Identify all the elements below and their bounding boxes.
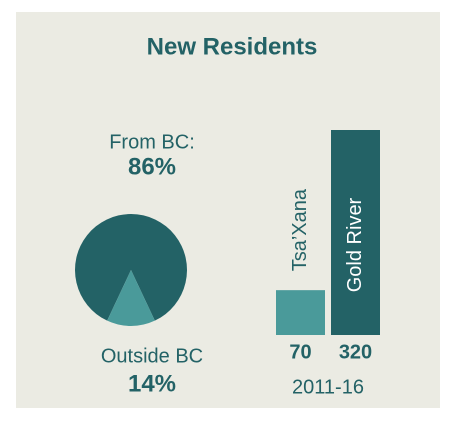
bar-label: Tsa’Xana — [289, 188, 311, 271]
slice-value: 14% — [128, 370, 176, 397]
bar — [331, 130, 380, 335]
bar-subtitle: 2011-16 — [292, 376, 364, 398]
slice-label: Outside BC — [101, 345, 203, 367]
title: New Residents — [147, 33, 318, 60]
slice-value: 86% — [128, 153, 176, 180]
pie-slice — [107, 270, 155, 326]
bar-value: 320 — [339, 341, 372, 363]
bar-value: 70 — [289, 341, 311, 363]
bar-label: Gold River — [344, 197, 366, 292]
pie-slice — [74, 214, 188, 321]
bar — [276, 290, 325, 335]
slice-label: From BC: — [109, 131, 195, 153]
